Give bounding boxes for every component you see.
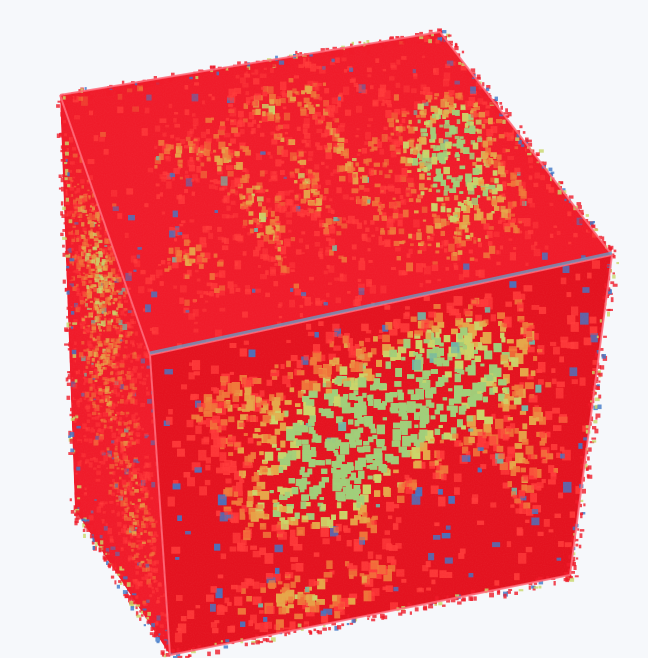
3d-viewport[interactable] bbox=[0, 0, 648, 658]
voxel-cube-render[interactable] bbox=[0, 0, 648, 658]
cube-top-face bbox=[60, 32, 612, 355]
cube-front-face bbox=[150, 255, 612, 655]
